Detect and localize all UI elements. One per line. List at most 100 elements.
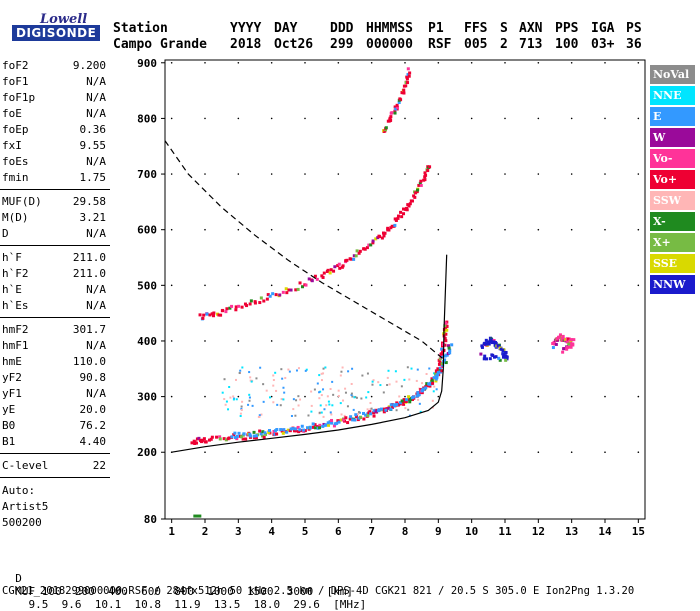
spread-echo — [223, 398, 226, 401]
trace-point — [321, 424, 325, 428]
param-row-foes: foEs N/A — [2, 155, 106, 169]
trace-point — [215, 435, 219, 439]
spread-echo — [240, 405, 243, 408]
trace-point — [404, 84, 408, 88]
x-tick-label: 15 — [632, 525, 645, 538]
spread-echo — [327, 400, 330, 403]
y-tick-label: 200 — [137, 446, 157, 459]
param-key: hmE — [2, 355, 22, 368]
trace-point — [494, 355, 498, 359]
legend-item-sse: SSE — [650, 254, 695, 273]
trace-point — [482, 357, 486, 361]
grid-dot — [337, 340, 340, 342]
trace-point — [305, 426, 309, 430]
grid-dot — [504, 395, 506, 398]
grid-dot — [437, 173, 440, 175]
spread-echo — [386, 384, 389, 387]
grid-dot — [570, 173, 573, 175]
trace-point — [399, 401, 403, 405]
grid-dot — [204, 61, 206, 64]
trace-point — [298, 428, 302, 432]
trace-point — [329, 268, 333, 272]
trace-point — [308, 426, 312, 430]
spread-echo — [365, 396, 368, 399]
trace-point — [310, 279, 314, 283]
trace-point — [374, 410, 378, 414]
trace-point — [423, 171, 427, 175]
trace-point — [328, 271, 332, 275]
footer-file-line: CGK21_2018299000000.RSF / 284fx512h 50 k… — [2, 585, 635, 597]
spread-echo — [238, 371, 241, 374]
grid-dot — [170, 173, 173, 175]
trace-point — [490, 338, 494, 342]
trace-point — [497, 356, 501, 360]
spread-echo — [339, 402, 342, 405]
trace-point — [241, 437, 245, 441]
trace-point — [323, 423, 327, 427]
trace-point — [217, 313, 221, 317]
trace-point — [552, 340, 556, 344]
spread-echo — [287, 368, 290, 371]
spread-echo — [297, 367, 300, 370]
spread-echo — [331, 380, 334, 383]
trace-point — [407, 74, 411, 78]
trace-point — [445, 324, 449, 328]
param-value: 4.40 — [79, 435, 107, 448]
grid-dot — [437, 284, 440, 287]
spread-echo — [329, 387, 332, 390]
grid-dot — [470, 395, 473, 398]
y-tick-label: 500 — [137, 279, 157, 292]
trace-point — [413, 195, 417, 199]
grid-dot — [537, 61, 540, 64]
trace-point — [405, 208, 409, 212]
spread-echo — [387, 369, 390, 372]
spread-echo — [262, 400, 265, 403]
spread-echo — [239, 415, 242, 418]
grid-dot — [504, 117, 506, 120]
trace-point — [339, 418, 343, 422]
trace-point — [372, 414, 376, 418]
param-key: h`Es — [2, 299, 29, 312]
autoscale-artist: Artist5 — [2, 500, 49, 513]
trace-point — [406, 81, 410, 85]
param-row-hme: hmE 110.0 — [2, 355, 106, 369]
spread-echo — [326, 395, 329, 398]
grid-dot — [537, 395, 540, 398]
x-tick-label: 5 — [302, 525, 309, 538]
spread-echo — [250, 380, 253, 383]
trace-point — [561, 336, 565, 340]
trace-point — [371, 239, 375, 243]
trace-point — [567, 337, 571, 341]
trace-point — [227, 436, 231, 440]
grid-dot — [304, 451, 306, 454]
trace-point — [383, 231, 387, 235]
trace-point — [487, 342, 491, 346]
trace-point — [320, 274, 324, 278]
spread-echo — [248, 396, 251, 399]
grid-dot — [570, 228, 573, 231]
trace-point — [382, 410, 386, 414]
trace-point — [230, 304, 234, 308]
spread-echo — [235, 398, 238, 401]
trace-point — [248, 434, 252, 438]
trace-point — [335, 421, 339, 425]
trace-point — [322, 271, 326, 275]
header-label-iga: IGA — [591, 21, 615, 36]
param-row-foe: foE N/A — [2, 107, 106, 121]
y-tick-label: 300 — [137, 391, 157, 404]
trace-point — [197, 436, 201, 440]
grid-dot — [570, 117, 573, 120]
spread-echo — [361, 374, 364, 377]
trace-point — [396, 214, 400, 218]
header-ffs-value: 005 — [464, 37, 488, 52]
spread-echo — [386, 376, 389, 379]
grid-dot — [237, 117, 240, 120]
trace-point — [394, 218, 398, 222]
grid-dot — [337, 117, 340, 120]
spread-echo — [352, 408, 355, 411]
trace-point — [498, 358, 502, 362]
spread-echo — [371, 383, 374, 386]
trace-point — [282, 428, 286, 432]
trace-point — [208, 313, 212, 317]
param-row-h-es: h`Es N/A — [2, 299, 106, 313]
